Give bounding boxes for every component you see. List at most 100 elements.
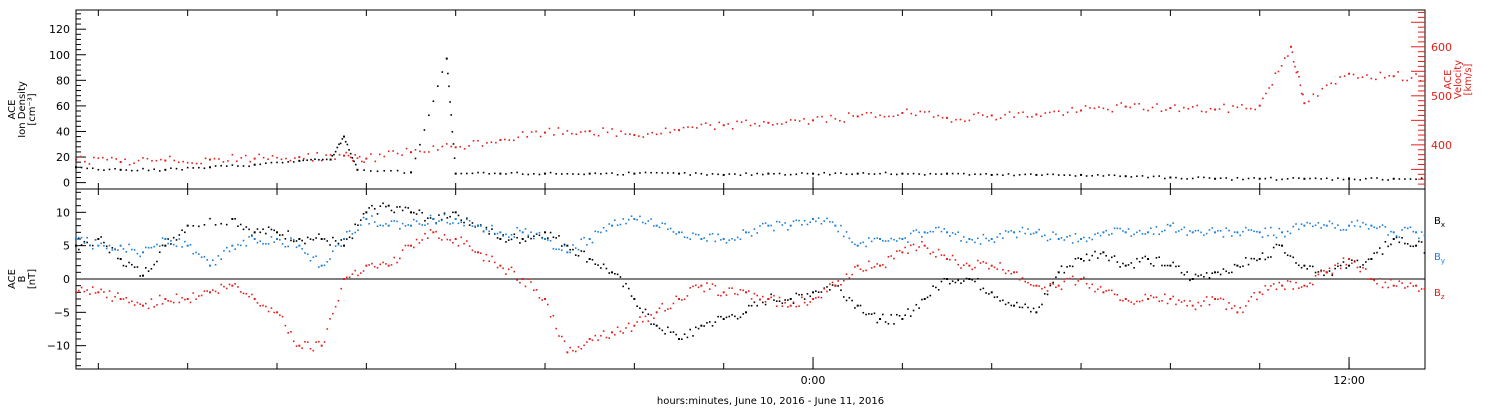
density-dot-black [1420, 177, 1423, 180]
b-field-dot-black [664, 332, 666, 335]
velocity-dot-red [879, 114, 881, 117]
b-field-dot-red [1253, 291, 1255, 294]
b-field-dot-red [449, 239, 451, 241]
b-field-dot-red [1018, 278, 1021, 281]
density-dot-black [538, 173, 541, 176]
b-field-point-blue [745, 231, 748, 234]
b-field-dot-red [759, 298, 761, 301]
velocity-dot-red [825, 121, 828, 123]
b-field-dot-red [332, 312, 334, 315]
b-field-dot-black [1359, 266, 1362, 268]
y-left-axis-title: ACE Ion Density [cm⁻³] [7, 81, 38, 138]
b-field-dot-black [1105, 254, 1107, 257]
velocity-dot-red [271, 155, 274, 157]
b-field-dot-red [108, 290, 111, 292]
b-field-dot-red [1292, 288, 1295, 290]
b-field-dot-red [1247, 300, 1250, 303]
density-dot-black [86, 167, 88, 170]
x-tick-label: 0:00 [801, 374, 826, 387]
b-field-dot-red [974, 266, 976, 269]
b-field-dot-blue [865, 245, 867, 248]
velocity-point-red [1348, 72, 1351, 75]
density-dot-black [318, 158, 320, 161]
b-field-dot-red [463, 242, 465, 245]
b-field-dot-red [1200, 304, 1202, 307]
b-field-dot-black [491, 228, 493, 230]
b-field-dot-blue [1110, 232, 1113, 235]
b-field-dot-black [597, 264, 599, 266]
density-dot-black [114, 167, 116, 170]
b-field-dot-blue [647, 220, 650, 222]
velocity-dot-red [1287, 55, 1289, 57]
b-field-point-black [700, 324, 703, 327]
velocity-dot-red [906, 108, 908, 111]
velocity-dot-red [249, 160, 252, 163]
b-field-dot-red [630, 330, 633, 333]
b-field-dot-blue [404, 225, 407, 227]
y-bottom-axis-title-line: B [17, 275, 28, 282]
velocity-dot-red [1424, 77, 1426, 80]
b-field-dot-red [1041, 287, 1043, 290]
velocity-point-red [298, 156, 301, 159]
density-dot-black [717, 173, 719, 176]
b-field-dot-red [1311, 283, 1314, 286]
density-dot-black [349, 152, 352, 155]
b-field-dot-black [1219, 273, 1222, 276]
b-field-dot-black [1250, 257, 1253, 260]
b-field-dot-black [1097, 257, 1099, 259]
b-field-dot-red [399, 257, 401, 260]
b-field-dot-red [1194, 308, 1197, 311]
b-field-dot-red [1225, 308, 1228, 311]
velocity-dot-red [106, 158, 109, 161]
b-field-dot-blue [385, 223, 387, 225]
velocity-dot-red [1274, 72, 1277, 75]
b-field-dot-black [1158, 256, 1161, 259]
velocity-dot-red [964, 120, 966, 123]
y-left-tick-label: 0 [63, 177, 70, 190]
density-dot-black [344, 140, 347, 143]
velocity-point-red [1080, 109, 1083, 112]
b-field-point-black [1370, 258, 1373, 260]
b-field-dot-black [108, 251, 111, 254]
b-field-dot-black [714, 321, 717, 323]
density-point-black [633, 172, 636, 175]
b-field-dot-black [488, 233, 490, 235]
velocity-point-red [253, 157, 256, 160]
density-dot-black [1264, 177, 1267, 180]
b-field-point-black [1415, 244, 1418, 247]
b-field-point-red [186, 298, 189, 300]
b-field-dot-red [265, 305, 267, 308]
b-field-dot-blue [845, 231, 848, 233]
b-field-dot-red [175, 293, 178, 296]
b-field-dot-black [1203, 275, 1205, 278]
b-field-dot-blue [1043, 234, 1046, 237]
y-bottom-axis-title: ACE B [nT] [7, 269, 38, 289]
legend-by: By [1434, 252, 1445, 265]
b-field-point-blue [1035, 231, 1038, 234]
b-field-dot-black [136, 266, 139, 268]
b-field-dot-red [831, 281, 834, 284]
b-field-dot-black [1122, 262, 1124, 265]
velocity-dot-red [1174, 104, 1176, 106]
b-field-dot-blue [1359, 225, 1362, 228]
density-dot-black [594, 172, 597, 175]
b-field-dot-black [644, 308, 647, 311]
b-field-dot-black [689, 328, 691, 331]
b-field-dot-blue [1194, 229, 1197, 232]
b-field-point-red [231, 284, 234, 287]
density-dot-black [840, 172, 842, 174]
b-field-dot-blue [309, 259, 312, 262]
b-field-dot-blue [742, 229, 745, 231]
velocity-dot-red [383, 155, 386, 158]
density-dot-black [639, 172, 641, 174]
density-dot-black [1292, 177, 1295, 179]
b-field-dot-black [706, 322, 708, 324]
b-field-dot-black [1066, 266, 1068, 268]
b-field-dot-blue [692, 232, 694, 235]
b-field-dot-red [390, 264, 393, 266]
b-field-dot-black [717, 315, 719, 318]
b-field-dot-blue [639, 215, 641, 218]
velocity-dot-red [414, 148, 417, 151]
b-field-dot-blue [1225, 227, 1228, 229]
y-left-tick-label: 120 [49, 23, 70, 36]
